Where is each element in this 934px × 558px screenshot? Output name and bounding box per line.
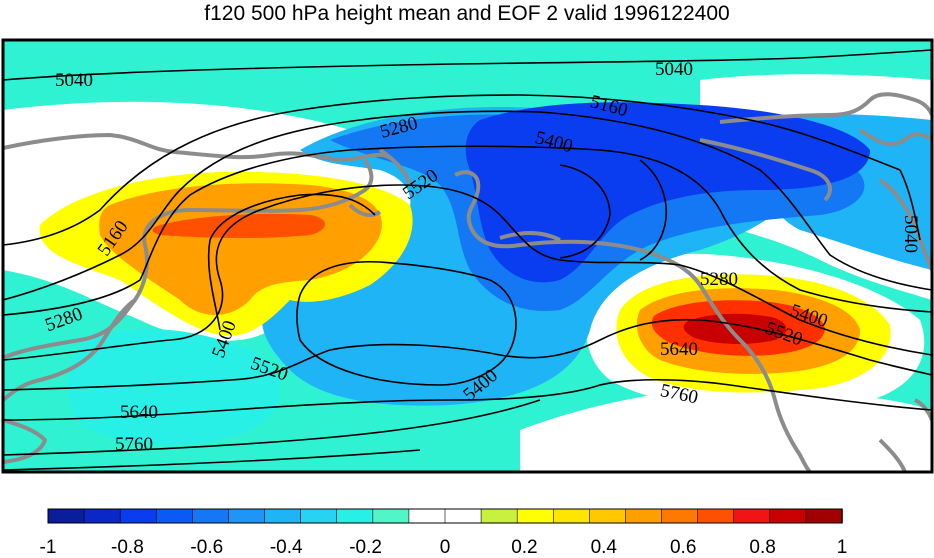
contour-5280 bbox=[3, 110, 932, 301]
colorbar-frame bbox=[47, 508, 843, 524]
contour-label: 5760 bbox=[115, 434, 153, 455]
colorbar-swatch bbox=[733, 508, 771, 524]
colorbar-swatch bbox=[155, 508, 194, 524]
colorbar-tick-label: 0.8 bbox=[749, 537, 775, 558]
contour-label: 5640 bbox=[120, 402, 158, 423]
contour-5400-loop bbox=[207, 193, 376, 331]
contour-5760-b bbox=[3, 449, 421, 471]
colorbar-swatch bbox=[516, 508, 555, 524]
contour-5040-b bbox=[899, 169, 921, 241]
colorbar-swatch bbox=[552, 508, 591, 524]
contour-label: 5040 bbox=[900, 215, 921, 253]
contour-5520 bbox=[3, 184, 932, 361]
colorbar-boxes bbox=[47, 508, 843, 524]
colorbar-swatch bbox=[661, 508, 699, 524]
colorbar-swatch bbox=[444, 508, 482, 524]
colorbar-swatch bbox=[192, 508, 230, 524]
contour-label: 5040 bbox=[55, 70, 93, 91]
shading-neg-strong bbox=[465, 102, 870, 283]
colorbar-tick-label: -0.2 bbox=[349, 537, 382, 558]
map-frame bbox=[1, 38, 934, 474]
colorbar-swatch bbox=[47, 508, 85, 524]
map-title: f120 500 hPa height mean and EOF 2 valid… bbox=[204, 2, 730, 25]
colorbar-swatch bbox=[228, 508, 266, 524]
contour-label: 5040 bbox=[655, 59, 693, 80]
colorbar-swatch bbox=[589, 508, 627, 524]
colorbar-swatch bbox=[625, 508, 663, 524]
contour-label: 5640 bbox=[660, 339, 698, 360]
colorbar-swatch bbox=[372, 508, 410, 524]
colorbar-tick-label: 1 bbox=[837, 537, 848, 558]
colorbar-swatch bbox=[300, 508, 338, 524]
colorbar-ticks: -1 -0.8 -0.6 -0.4 -0.2 0 0.2 0.4 0.6 0.8 1 bbox=[40, 537, 848, 558]
colorbar-swatch bbox=[119, 508, 158, 524]
contour-5040-a bbox=[3, 49, 932, 81]
coastlines bbox=[3, 92, 932, 472]
shading-pos-west-red bbox=[152, 213, 325, 239]
colorbar-tick-label: 0 bbox=[440, 537, 451, 558]
contour-5400-east bbox=[639, 159, 667, 261]
contour-5400 bbox=[3, 145, 932, 316]
colorbar-tick-label: -0.6 bbox=[190, 537, 223, 558]
colorbar-tick-label: 0.2 bbox=[511, 537, 537, 558]
colorbar-tick-label: 0.6 bbox=[670, 537, 696, 558]
colorbar-tick-label: -0.8 bbox=[111, 537, 144, 558]
colorbar-swatch bbox=[336, 508, 374, 524]
contour-5280-loop bbox=[559, 164, 611, 259]
colorbar-swatch bbox=[697, 508, 735, 524]
contour-5160 bbox=[3, 94, 901, 246]
colorbar-swatch bbox=[83, 508, 121, 524]
colorbar-tick-label: -0.4 bbox=[270, 537, 303, 558]
contour-5640-b bbox=[3, 399, 541, 456]
colorbar-tick-label: 0.4 bbox=[591, 537, 618, 558]
colorbar-swatch bbox=[264, 508, 302, 524]
colorbar-swatch bbox=[769, 508, 807, 524]
colorbar-tick-label: -1 bbox=[40, 537, 57, 558]
colorbar-swatch bbox=[480, 508, 518, 524]
colorbar-swatch bbox=[408, 508, 446, 524]
contour-5640 bbox=[3, 318, 932, 391]
contour-label: 5280 bbox=[700, 269, 738, 290]
contour-5400-inner bbox=[296, 260, 517, 386]
colorbar-swatch bbox=[805, 508, 843, 524]
shading-zero-south bbox=[520, 387, 932, 472]
height-contours bbox=[3, 49, 932, 471]
contour-5760 bbox=[3, 378, 932, 421]
